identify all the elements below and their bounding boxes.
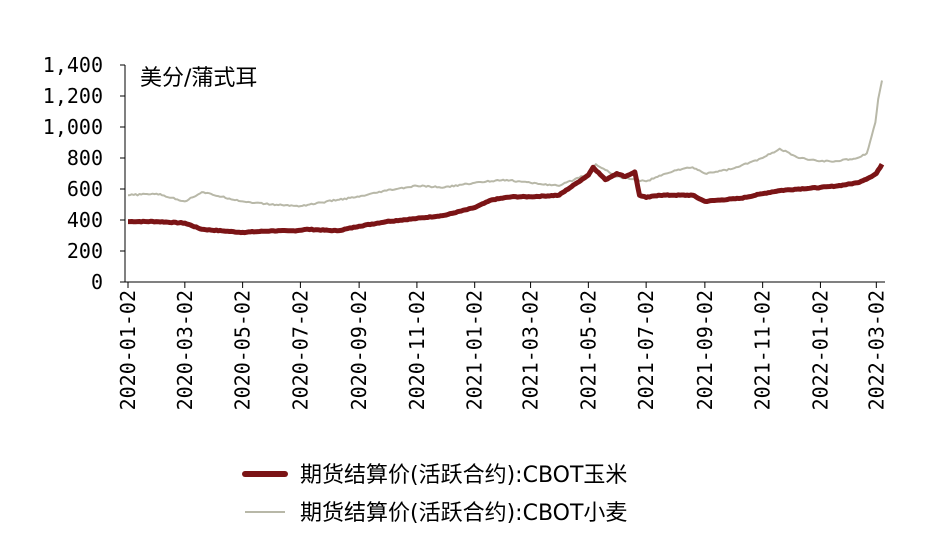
x-tick-label: 2022-03-02: [864, 290, 888, 410]
x-tick-label: 2021-11-02: [751, 290, 775, 410]
y-tick-label: 600: [67, 177, 103, 201]
x-tick-label: 2020-07-02: [288, 290, 312, 410]
x-tick-label: 2022-01-02: [808, 290, 832, 410]
x-tick-label: 2021-07-02: [634, 290, 658, 410]
legend-label-corn: 期货结算价(活跃合约):CBOT玉米: [300, 463, 627, 488]
y-tick-label: 800: [67, 146, 103, 170]
series-line-wheat: [127, 80, 883, 208]
y-tick-label: 1,000: [43, 115, 103, 139]
x-tick-label: 2020-11-02: [405, 290, 429, 410]
series-lines: [127, 80, 885, 236]
x-tick-label: 2020-03-02: [173, 290, 197, 410]
legend: 期货结算价(活跃合约):CBOT玉米 期货结算价(活跃合约):CBOT小麦: [242, 463, 627, 526]
series-line-corn: [127, 162, 885, 236]
y-tick-label: 1,200: [43, 84, 103, 108]
x-tick-label: 2020-05-02: [231, 290, 255, 410]
x-tick-label: 2021-03-02: [519, 290, 543, 410]
y-tick-label: 0: [91, 270, 103, 294]
legend-label-wheat: 期货结算价(活跃合约):CBOT小麦: [300, 501, 627, 526]
unit-label: 美分/蒲式耳: [140, 66, 257, 91]
x-tick-label: 2021-01-02: [463, 290, 487, 410]
y-tick-label: 1,400: [43, 53, 103, 77]
y-tick-label: 200: [67, 239, 103, 263]
y-axis-ticks: 0 200 400 600 800 1,000 1,200 1,400: [43, 53, 125, 294]
x-tick-label: 2021-09-02: [693, 290, 717, 410]
y-tick-label: 400: [67, 208, 103, 232]
x-tick-label: 2020-01-02: [116, 290, 140, 410]
x-tick-label: 2021-05-02: [576, 290, 600, 410]
x-axis-ticks: 2020-01-02 2020-03-02 2020-05-02 2020-07-02…: [116, 282, 888, 410]
x-tick-label: 2020-09-02: [347, 290, 371, 410]
